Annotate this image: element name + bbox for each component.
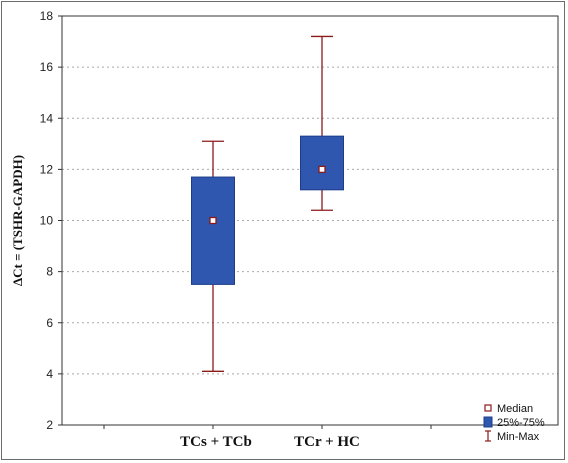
y-tick-label: 18 [40, 9, 54, 23]
y-tick-label: 14 [40, 111, 54, 125]
y-tick-label: 16 [40, 60, 54, 74]
iqr-box [191, 176, 235, 285]
x-category-label: TCs + TCb [180, 434, 252, 450]
legend: Median 25%-75% Min-Max [483, 403, 545, 443]
y-tick-label: 12 [40, 162, 54, 176]
iqr-box [300, 135, 344, 191]
box-group [191, 140, 235, 372]
y-axis-ticks: 2 4 6 8 10 12 14 16 18 [40, 9, 432, 432]
box-marks [191, 35, 344, 372]
legend-median-swatch [484, 404, 492, 412]
y-tick-label: 2 [46, 418, 53, 432]
y-tick-label: 10 [40, 214, 54, 228]
y-tick-label: 8 [46, 265, 53, 279]
legend-box-swatch [483, 416, 493, 428]
legend-median-label: Median [497, 403, 533, 415]
x-category-label: TCr + HC [294, 434, 360, 450]
y-tick-label: 6 [46, 316, 53, 330]
legend-whisker-label: Min-Max [497, 431, 540, 443]
y-tick-label: 4 [46, 367, 53, 381]
x-axis-category-labels: TCs + TCb TCr + HC [180, 434, 360, 450]
grid-lines [62, 66, 558, 375]
median-marker [209, 216, 217, 225]
box-group [300, 35, 344, 211]
median-marker [318, 165, 326, 174]
legend-box-label: 25%-75% [497, 417, 545, 429]
y-axis-title: ΔCt = (TSHR-GAPDH) [10, 155, 25, 286]
